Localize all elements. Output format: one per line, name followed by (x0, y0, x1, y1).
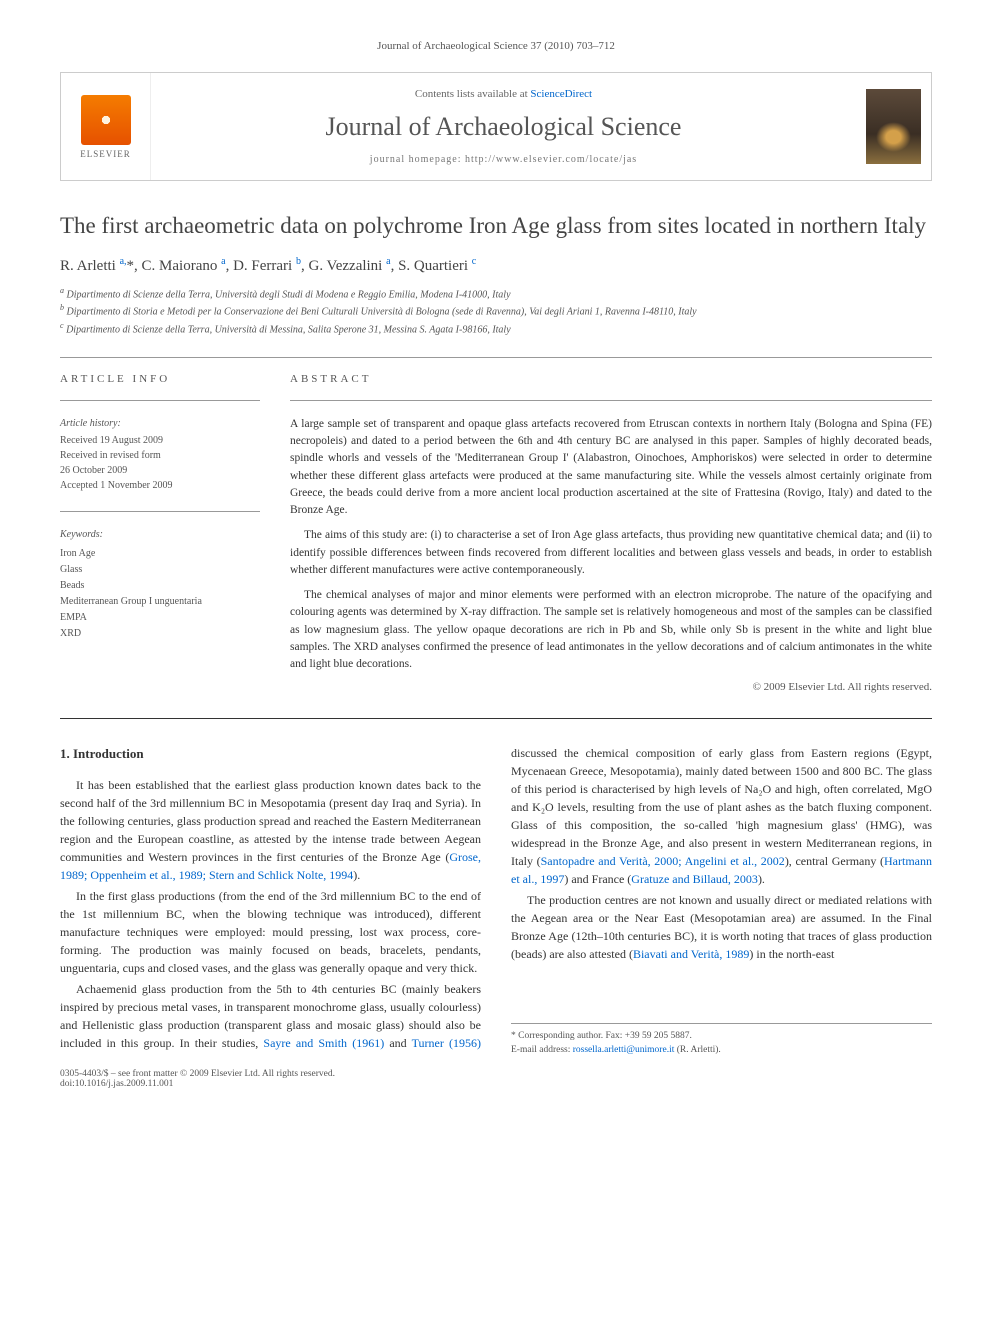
history-line: Accepted 1 November 2009 (60, 478, 260, 493)
divider (60, 357, 932, 358)
keyword: Mediterranean Group I unguentaria (60, 594, 260, 610)
affiliation-line: a Dipartimento di Scienze della Terra, U… (60, 285, 932, 302)
keyword: XRD (60, 626, 260, 642)
body-paragraph: It has been established that the earlies… (60, 776, 481, 884)
header-center: Contents lists available at ScienceDirec… (151, 73, 856, 180)
footer-bottom: 0305-4403/$ – see front matter © 2009 El… (60, 1069, 932, 1089)
email-link[interactable]: rossella.arletti@unimore.it (573, 1045, 675, 1055)
abstract-text: A large sample set of transparent and op… (290, 416, 932, 674)
history-label: Article history: (60, 416, 260, 431)
divider (60, 400, 260, 401)
contents-prefix: Contents lists available at (415, 88, 530, 100)
elsevier-tree-icon (81, 95, 131, 145)
citation-link[interactable]: Santopadre and Verità, 2000; Angelini et… (541, 854, 785, 868)
journal-citation: Journal of Archaeological Science 37 (20… (60, 40, 932, 52)
cover-image (866, 89, 921, 164)
journal-cover-thumb[interactable] (856, 73, 931, 180)
corresponding-author: * Corresponding author. Fax: +39 59 205 … (511, 1030, 932, 1043)
title-block: The first archaeometric data on polychro… (60, 211, 932, 337)
history-line: Received 19 August 2009 (60, 433, 260, 448)
citation-link[interactable]: Sayre and Smith (1961) (263, 1036, 384, 1050)
divider-thick (60, 718, 932, 719)
doi-line: doi:10.1016/j.jas.2009.11.001 (60, 1079, 932, 1089)
elsevier-label: ELSEVIER (80, 149, 131, 159)
article-title: The first archaeometric data on polychro… (60, 211, 932, 241)
keywords-block: Keywords: Iron AgeGlassBeadsMediterranea… (60, 527, 260, 642)
divider (60, 511, 260, 512)
divider (290, 400, 932, 401)
article-info-label: ARTICLE INFO (60, 373, 260, 385)
homepage-label: journal homepage: (370, 154, 465, 165)
homepage-url[interactable]: http://www.elsevier.com/locate/jas (465, 154, 637, 165)
authors-line: R. Arletti a,*, C. Maiorano a, D. Ferrar… (60, 256, 932, 275)
elsevier-logo[interactable]: ELSEVIER (61, 73, 151, 180)
affiliations: a Dipartimento di Scienze della Terra, U… (60, 285, 932, 337)
info-abstract-row: ARTICLE INFO Article history: Received 1… (60, 373, 932, 694)
abstract-col: ABSTRACT A large sample set of transpare… (290, 373, 932, 694)
footnote-block: * Corresponding author. Fax: +39 59 205 … (511, 1023, 932, 1057)
keyword: EMPA (60, 610, 260, 626)
affiliation-line: b Dipartimento di Storia e Metodi per la… (60, 302, 932, 319)
keyword: Glass (60, 562, 260, 578)
history-line: Received in revised form (60, 448, 260, 463)
keyword: Iron Age (60, 546, 260, 562)
body-paragraph: In the first glass productions (from the… (60, 887, 481, 977)
section-heading: 1. Introduction (60, 744, 481, 764)
abstract-paragraph: A large sample set of transparent and op… (290, 416, 932, 520)
issn-line: 0305-4403/$ – see front matter © 2009 El… (60, 1069, 932, 1079)
sciencedirect-link[interactable]: ScienceDirect (530, 88, 592, 100)
article-info-col: ARTICLE INFO Article history: Received 1… (60, 373, 260, 694)
citation-link[interactable]: Turner (1956) (412, 1036, 481, 1050)
abstract-paragraph: The aims of this study are: (i) to chara… (290, 527, 932, 579)
article-history: Article history: Received 19 August 2009… (60, 416, 260, 493)
journal-name: Journal of Archaeological Science (166, 112, 841, 142)
citation-link[interactable]: Gratuze and Billaud, 2003 (631, 872, 758, 886)
abstract-copyright: © 2009 Elsevier Ltd. All rights reserved… (290, 681, 932, 693)
keyword: Beads (60, 578, 260, 594)
citation-link[interactable]: Grose, 1989; Oppenheim et al., 1989; Ste… (60, 850, 481, 882)
abstract-label: ABSTRACT (290, 373, 932, 385)
journal-homepage: journal homepage: http://www.elsevier.co… (166, 154, 841, 165)
history-line: 26 October 2009 (60, 463, 260, 478)
email-suffix: (R. Arletti). (674, 1045, 720, 1055)
affiliation-line: c Dipartimento di Scienze della Terra, U… (60, 320, 932, 337)
journal-header-box: ELSEVIER Contents lists available at Sci… (60, 72, 932, 181)
citation-link[interactable]: Biavati and Verità, 1989 (633, 947, 749, 961)
email-line: E-mail address: rossella.arletti@unimore… (511, 1044, 932, 1057)
email-label: E-mail address: (511, 1045, 573, 1055)
abstract-paragraph: The chemical analyses of major and minor… (290, 587, 932, 673)
body-text: 1. Introduction It has been established … (60, 744, 932, 1057)
keywords-label: Keywords: (60, 527, 260, 543)
body-paragraph: The production centres are not known and… (511, 891, 932, 963)
contents-available: Contents lists available at ScienceDirec… (166, 88, 841, 100)
